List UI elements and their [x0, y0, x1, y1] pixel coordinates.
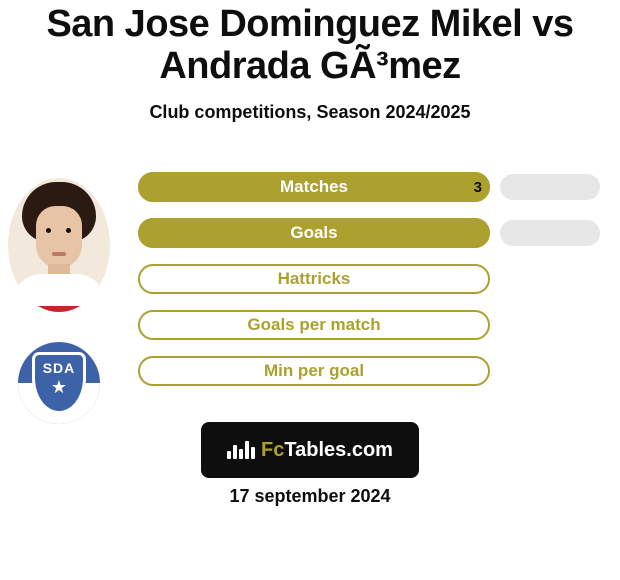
- stat-bar-left-value: 3: [474, 172, 482, 202]
- page-title: San Jose Dominguez Mikel vs Andrada GÃ³m…: [0, 0, 620, 88]
- comparison-infographic: San Jose Dominguez Mikel vs Andrada GÃ³m…: [0, 0, 620, 580]
- stat-bar-label: Min per goal: [138, 356, 490, 386]
- fctables-logo: FcTables.com: [201, 422, 419, 478]
- club-star-icon: ★: [18, 378, 100, 396]
- club-badge: SDA ★: [18, 342, 100, 424]
- stat-bar: Min per goal: [138, 356, 490, 386]
- stat-bar: Hattricks: [138, 264, 490, 294]
- avatars-column: SDA ★: [8, 178, 110, 424]
- stat-bar-label: Goals per match: [138, 310, 490, 340]
- logo-text-fc: Fc: [261, 439, 284, 461]
- subtitle: Club competitions, Season 2024/2025: [0, 102, 620, 123]
- date-caption: 17 september 2024: [0, 486, 620, 507]
- stat-bar: Goals: [138, 218, 490, 248]
- stat-bar: Goals per match: [138, 310, 490, 340]
- stat-bar-label: Goals: [138, 218, 490, 248]
- logo-text: FcTables.com: [261, 439, 393, 462]
- opponent-pills: [500, 174, 600, 266]
- stat-bar-label: Hattricks: [138, 264, 490, 294]
- player-photo: [8, 178, 110, 312]
- logo-text-rest: Tables.com: [284, 439, 393, 461]
- stat-bar-label: Matches: [138, 172, 490, 202]
- opponent-pill: [500, 174, 600, 200]
- club-letters: SDA: [18, 360, 100, 376]
- opponent-pill: [500, 220, 600, 246]
- stats-bars: Matches3 Goals Hattricks Goals per match Min…: [138, 172, 490, 402]
- bar-chart-icon: [227, 441, 255, 459]
- stat-bar: Matches3: [138, 172, 490, 202]
